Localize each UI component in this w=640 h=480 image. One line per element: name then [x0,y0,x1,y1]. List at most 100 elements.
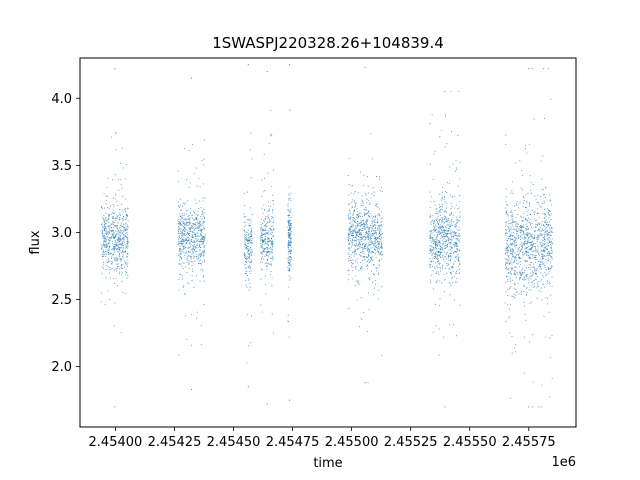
data-point [185,247,187,249]
data-point [550,252,552,254]
data-point [111,260,113,263]
data-point [104,244,106,247]
data-point [201,235,203,237]
data-point [271,218,273,220]
data-point [543,194,545,196]
data-point [244,236,247,238]
data-point [444,236,446,238]
data-point [451,218,453,220]
x-ticks: 2.45400 2.45425 2.45450 2.45475 2.45500 2.455… [89,427,556,450]
data-point [248,279,250,281]
data-point [181,231,183,233]
data-point [110,269,112,271]
data-point [436,241,438,243]
data-point [429,230,431,232]
data-point [511,263,513,265]
data-point [249,149,251,151]
data-point [191,261,193,263]
data-point [118,273,120,275]
data-point [525,287,527,290]
data-point [250,260,252,262]
data-point [430,230,432,232]
data-point [113,234,115,236]
data-point [119,224,121,226]
data-point [290,252,292,254]
data-point [364,257,366,259]
data-point [522,255,524,257]
data-point [199,235,201,237]
data-point [443,211,445,213]
data-point [545,227,547,229]
data-point [439,247,441,250]
data-point [196,244,198,246]
data-point [548,239,550,241]
data-point [429,266,431,268]
data-point [179,245,181,247]
data-point [349,218,351,220]
data-point [381,220,383,223]
data-point [362,202,364,204]
data-point [195,222,197,224]
data-point [522,205,524,208]
data-point [439,233,441,235]
data-point [541,258,543,260]
data-point [520,235,522,237]
data-point [374,237,376,239]
data-point [377,224,379,226]
data-point [178,259,181,261]
data-point [355,203,357,205]
data-point [179,222,182,224]
data-point [127,220,129,222]
data-point [378,253,380,255]
data-point [370,197,372,199]
data-point [441,235,443,238]
data-point [443,221,445,223]
data-point [442,243,444,245]
data-point [270,271,272,273]
data-point [538,234,540,236]
data-point [429,279,431,281]
data-point [182,268,184,270]
data-point [549,255,551,257]
data-point [535,272,537,274]
data-point [204,233,206,236]
data-point [203,212,205,214]
data-point [534,282,536,284]
data-point [459,229,461,231]
data-point [542,250,544,252]
data-point [251,254,253,256]
data-point [445,253,447,256]
data-point [437,231,439,233]
data-point [454,226,456,228]
data-point [178,235,181,237]
data-point [117,237,119,239]
data-point [288,215,290,217]
data-point [190,255,192,258]
data-point [125,245,127,247]
data-point [127,234,129,236]
data-point [184,294,186,296]
data-point [381,254,383,256]
data-point [450,194,452,196]
data-point [179,274,181,276]
data-point [122,225,124,228]
data-point [381,190,383,193]
data-point [516,244,518,246]
data-point [113,269,115,271]
data-point [510,248,512,250]
data-point [114,236,116,238]
data-point [179,228,181,230]
data-point [121,241,123,243]
data-point [196,185,198,187]
data-point [112,217,114,219]
data-point [348,209,351,212]
data-point [370,257,372,259]
data-point [370,241,372,244]
data-point [199,224,201,226]
data-point [178,254,180,256]
data-point [357,223,359,225]
data-point [542,223,545,225]
data-point [359,326,361,328]
data-point [534,235,536,237]
data-point [514,347,516,349]
